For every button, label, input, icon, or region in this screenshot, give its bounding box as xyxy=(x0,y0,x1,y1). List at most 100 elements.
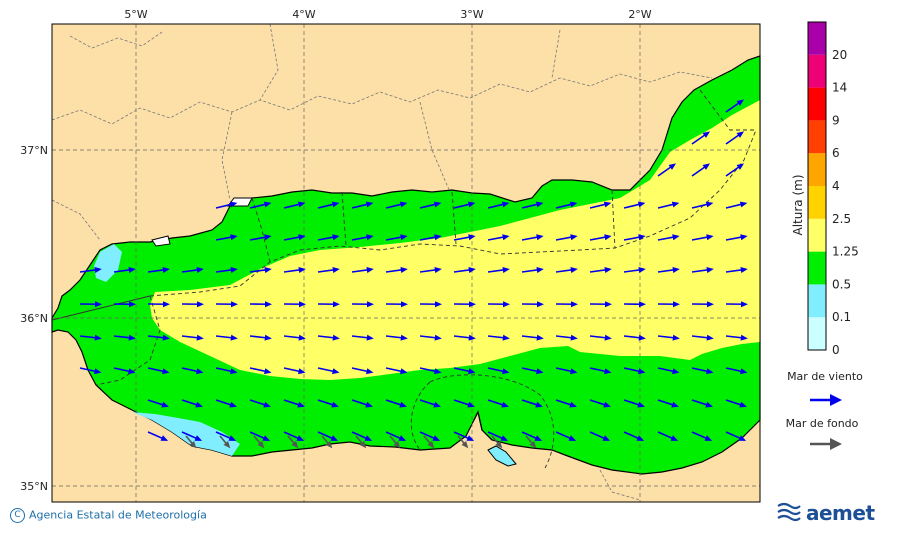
wave-direction-arrowhead xyxy=(534,435,543,441)
wave-direction-arrowhead xyxy=(298,301,306,308)
colorbar-tick-label: 0.5 xyxy=(832,277,851,291)
wave-direction-arrowhead xyxy=(264,301,272,308)
wave-direction-arrowhead xyxy=(495,440,503,449)
wave-direction-arrowhead xyxy=(637,201,646,208)
latitude-tick: 37°N xyxy=(20,144,48,157)
wave-direction-arrowhead xyxy=(502,234,510,241)
aemet-logo-text: aemet xyxy=(806,501,875,525)
wave-direction-arrowhead xyxy=(366,368,374,375)
wave-direction-arrowhead xyxy=(162,334,170,341)
wave-direction-arrowhead xyxy=(399,401,407,408)
wave-direction-arrowhead xyxy=(366,267,374,273)
colorbar-segment xyxy=(808,317,826,350)
wave-direction-arrowhead xyxy=(501,401,509,408)
wave-direction-arrowhead xyxy=(400,334,408,341)
wave-direction-arrowhead xyxy=(264,267,272,273)
wave-direction-arrowhead xyxy=(468,234,476,241)
wave-direction-arrowhead xyxy=(502,334,510,341)
wave-direction-arrowhead xyxy=(636,435,645,441)
wave-direction-arrowhead xyxy=(161,401,169,408)
sea-area-low-waves-lagoon xyxy=(487,445,517,467)
wave-direction-arrowhead xyxy=(433,201,442,208)
wave-direction-arrowhead xyxy=(468,301,476,308)
wave-direction-arrowhead xyxy=(536,267,544,273)
wave-direction-arrowhead xyxy=(229,401,237,408)
graticule xyxy=(52,24,760,502)
wave-direction-arrowhead xyxy=(500,435,509,441)
wave-direction-arrowhead xyxy=(739,201,748,208)
colorbar-segment xyxy=(808,54,826,88)
colorbar-segment xyxy=(808,186,826,219)
colorbar-segment xyxy=(808,120,826,154)
wave-direction-arrowhead xyxy=(706,368,714,375)
wave-direction-arrowhead xyxy=(705,401,713,408)
wave-direction-arrowhead xyxy=(736,163,745,170)
colorbar-segment xyxy=(808,284,826,318)
wave-direction-arrowhead xyxy=(128,301,136,308)
wave-direction-arrowhead xyxy=(702,163,711,170)
wave-direction-arrowhead xyxy=(672,301,680,308)
wave-direction-arrowhead xyxy=(332,301,340,308)
wave-direction-arrowhead xyxy=(604,368,612,375)
wave-direction-arrowhead xyxy=(194,435,203,441)
wave-direction-arrowhead xyxy=(128,334,136,341)
wave-direction-arrowhead xyxy=(332,368,340,375)
sea-zone-boundaries xyxy=(95,89,757,469)
wave-direction-arrowhead xyxy=(400,368,408,375)
wave-direction-arrowhead xyxy=(535,401,543,408)
wave-direction-arrowhead xyxy=(94,368,102,375)
wave-direction-arrowhead xyxy=(223,440,231,449)
wave-direction-arrowhead xyxy=(736,131,745,138)
wave-direction-arrowhead xyxy=(738,435,747,441)
wave-direction-arrowhead xyxy=(263,201,272,208)
wave-direction-arrowhead xyxy=(529,440,537,449)
colorbar: 0 0.1 0.5 1.25 2.5 4 6 9 14 20 xyxy=(807,21,859,357)
wave-direction-arrowhead xyxy=(638,267,646,273)
latitude-tick: 36°N xyxy=(20,312,48,325)
wave-direction-arrowhead xyxy=(229,201,238,208)
wave-direction-arrowhead xyxy=(604,234,612,241)
coastal-gap xyxy=(151,235,171,247)
wave-direction-arrowhead xyxy=(230,301,238,308)
colorbar-tick-label: 9 xyxy=(832,113,840,127)
wave-direction-arrowhead xyxy=(604,267,612,273)
legend-wind-sea-label: Mar de viento xyxy=(787,370,863,383)
wave-direction-arrowhead xyxy=(291,440,299,449)
wave-direction-arrowhead xyxy=(536,334,544,341)
wave-direction-arrowhead xyxy=(570,234,578,241)
wave-direction-arrowhead xyxy=(672,368,680,375)
wave-direction-arrowhead xyxy=(536,301,544,308)
wave-direction-arrowhead xyxy=(705,201,714,208)
wave-direction-arrowhead xyxy=(434,234,442,241)
wave-direction-arrowhead xyxy=(359,440,367,449)
aemet-logo: aemet xyxy=(776,500,875,526)
wave-direction-arrowhead xyxy=(468,368,476,375)
wave-direction-arrowhead xyxy=(740,334,748,341)
wave-direction-arrowhead xyxy=(671,401,679,408)
wave-direction-arrowhead xyxy=(298,234,306,241)
wave-direction-arrowhead xyxy=(257,440,265,449)
wave-direction-arrowhead xyxy=(570,334,578,341)
colorbar-segment xyxy=(808,251,826,285)
wave-direction-arrowhead xyxy=(638,234,646,241)
wave-direction-arrowhead xyxy=(638,334,646,341)
wave-direction-arrowhead xyxy=(400,267,408,273)
wave-direction-arrowhead xyxy=(502,368,510,375)
legend-wind-sea-arrow xyxy=(810,394,842,406)
aemet-logo-icon xyxy=(777,502,801,522)
colorbar-tick-label: 14 xyxy=(832,81,847,95)
wave-direction-arrowhead xyxy=(366,334,374,341)
wave-direction-arrowhead xyxy=(94,301,102,308)
wave-direction-arrowhead xyxy=(704,435,713,441)
colorbar-segment xyxy=(808,218,826,252)
wave-direction-arrowhead xyxy=(228,435,237,441)
wave-direction-arrowhead xyxy=(434,334,442,341)
wave-direction-arrowhead xyxy=(264,334,272,341)
wave-direction-arrowhead xyxy=(569,401,577,408)
wave-direction-arrowhead xyxy=(297,401,305,408)
wave-direction-arrowhead xyxy=(298,334,306,341)
wave-direction-arrowhead xyxy=(570,267,578,273)
wave-direction-arrowhead xyxy=(638,368,646,375)
latitude-tick: 35°N xyxy=(20,480,48,493)
map-frame xyxy=(51,23,761,503)
